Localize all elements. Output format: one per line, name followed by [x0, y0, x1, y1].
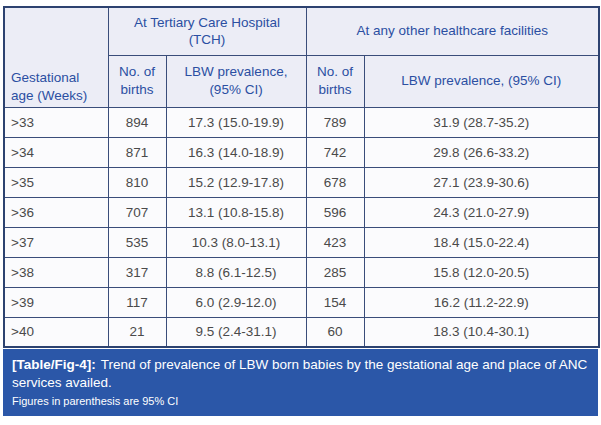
sub-header-tch-lbw: LBW prevalence, (95% CI) — [166, 55, 306, 107]
group-header-row: Gestational age (Weeks) At Tertiary Care… — [4, 7, 599, 55]
table-row: >40 21 9.5 (2.4-31.1) 60 18.3 (10.4-30.1… — [4, 317, 599, 347]
cell-tch-lbw: 10.3 (8.0-13.1) — [166, 227, 306, 257]
cell-other-lbw: 31.9 (28.7-35.2) — [364, 107, 599, 137]
cell-tch-lbw: 15.2 (12.9-17.8) — [166, 167, 306, 197]
lbw-prevalence-table: Gestational age (Weeks) At Tertiary Care… — [3, 6, 600, 348]
table-caption-note: Figures in parenthesis are 95% CI — [12, 395, 588, 408]
cell-tch-lbw: 8.8 (6.1-12.5) — [166, 257, 306, 287]
table-row: >35 810 15.2 (12.9-17.8) 678 27.1 (23.9-… — [4, 167, 599, 197]
cell-tch-lbw: 13.1 (10.8-15.8) — [166, 197, 306, 227]
table-row: >36 707 13.1 (10.8-15.8) 596 24.3 (21.0-… — [4, 197, 599, 227]
cell-age: >36 — [4, 197, 108, 227]
corner-header-gestational-age: Gestational age (Weeks) — [4, 7, 108, 107]
cell-other-lbw: 18.4 (15.0-22.4) — [364, 227, 599, 257]
cell-age: >35 — [4, 167, 108, 197]
cell-tch-births: 535 — [108, 227, 166, 257]
cell-tch-births: 810 — [108, 167, 166, 197]
cell-other-lbw: 15.8 (12.0-20.5) — [364, 257, 599, 287]
sub-header-other-lbw: LBW prevalence, (95% CI) — [364, 55, 599, 107]
cell-other-births: 678 — [306, 167, 364, 197]
cell-age: >40 — [4, 317, 108, 347]
cell-tch-births: 707 — [108, 197, 166, 227]
sub-header-tch-births: No. of births — [108, 55, 166, 107]
table-caption: [Table/Fig-4]:Trend of prevalence of LBW… — [12, 356, 588, 392]
table-caption-tag: [Table/Fig-4]: — [12, 357, 96, 372]
cell-age: >37 — [4, 227, 108, 257]
cell-other-births: 423 — [306, 227, 364, 257]
cell-age: >38 — [4, 257, 108, 287]
cell-other-births: 154 — [306, 287, 364, 317]
table-row: >33 894 17.3 (15.0-19.9) 789 31.9 (28.7-… — [4, 107, 599, 137]
cell-other-lbw: 18.3 (10.4-30.1) — [364, 317, 599, 347]
cell-tch-births: 894 — [108, 107, 166, 137]
cell-tch-lbw: 16.3 (14.0-18.9) — [166, 137, 306, 167]
table-row: >39 117 6.0 (2.9-12.0) 154 16.2 (11.2-22… — [4, 287, 599, 317]
cell-age: >34 — [4, 137, 108, 167]
cell-other-births: 789 — [306, 107, 364, 137]
cell-other-lbw: 29.8 (26.6-33.2) — [364, 137, 599, 167]
cell-age: >39 — [4, 287, 108, 317]
table-caption-band: [Table/Fig-4]:Trend of prevalence of LBW… — [3, 349, 598, 416]
cell-other-lbw: 16.2 (11.2-22.9) — [364, 287, 599, 317]
page: Gestational age (Weeks) At Tertiary Care… — [0, 0, 601, 416]
cell-other-births: 285 — [306, 257, 364, 287]
group-header-tch: At Tertiary Care Hospital (TCH) — [108, 7, 306, 55]
sub-header-other-births: No. of births — [306, 55, 364, 107]
cell-tch-lbw: 6.0 (2.9-12.0) — [166, 287, 306, 317]
cell-tch-lbw: 17.3 (15.0-19.9) — [166, 107, 306, 137]
table-row: >34 871 16.3 (14.0-18.9) 742 29.8 (26.6-… — [4, 137, 599, 167]
cell-tch-births: 871 — [108, 137, 166, 167]
cell-tch-births: 21 — [108, 317, 166, 347]
cell-other-births: 60 — [306, 317, 364, 347]
table-row: >37 535 10.3 (8.0-13.1) 423 18.4 (15.0-2… — [4, 227, 599, 257]
cell-tch-births: 317 — [108, 257, 166, 287]
cell-age: >33 — [4, 107, 108, 137]
cell-other-births: 742 — [306, 137, 364, 167]
cell-other-lbw: 24.3 (21.0-27.9) — [364, 197, 599, 227]
cell-tch-lbw: 9.5 (2.4-31.1) — [166, 317, 306, 347]
cell-other-lbw: 27.1 (23.9-30.6) — [364, 167, 599, 197]
group-header-other-facilities: At any other healthcare facilities — [306, 7, 599, 55]
table-row: >38 317 8.8 (6.1-12.5) 285 15.8 (12.0-20… — [4, 257, 599, 287]
cell-tch-births: 117 — [108, 287, 166, 317]
cell-other-births: 596 — [306, 197, 364, 227]
table-caption-text: Trend of prevalence of LBW born babies b… — [12, 357, 587, 390]
